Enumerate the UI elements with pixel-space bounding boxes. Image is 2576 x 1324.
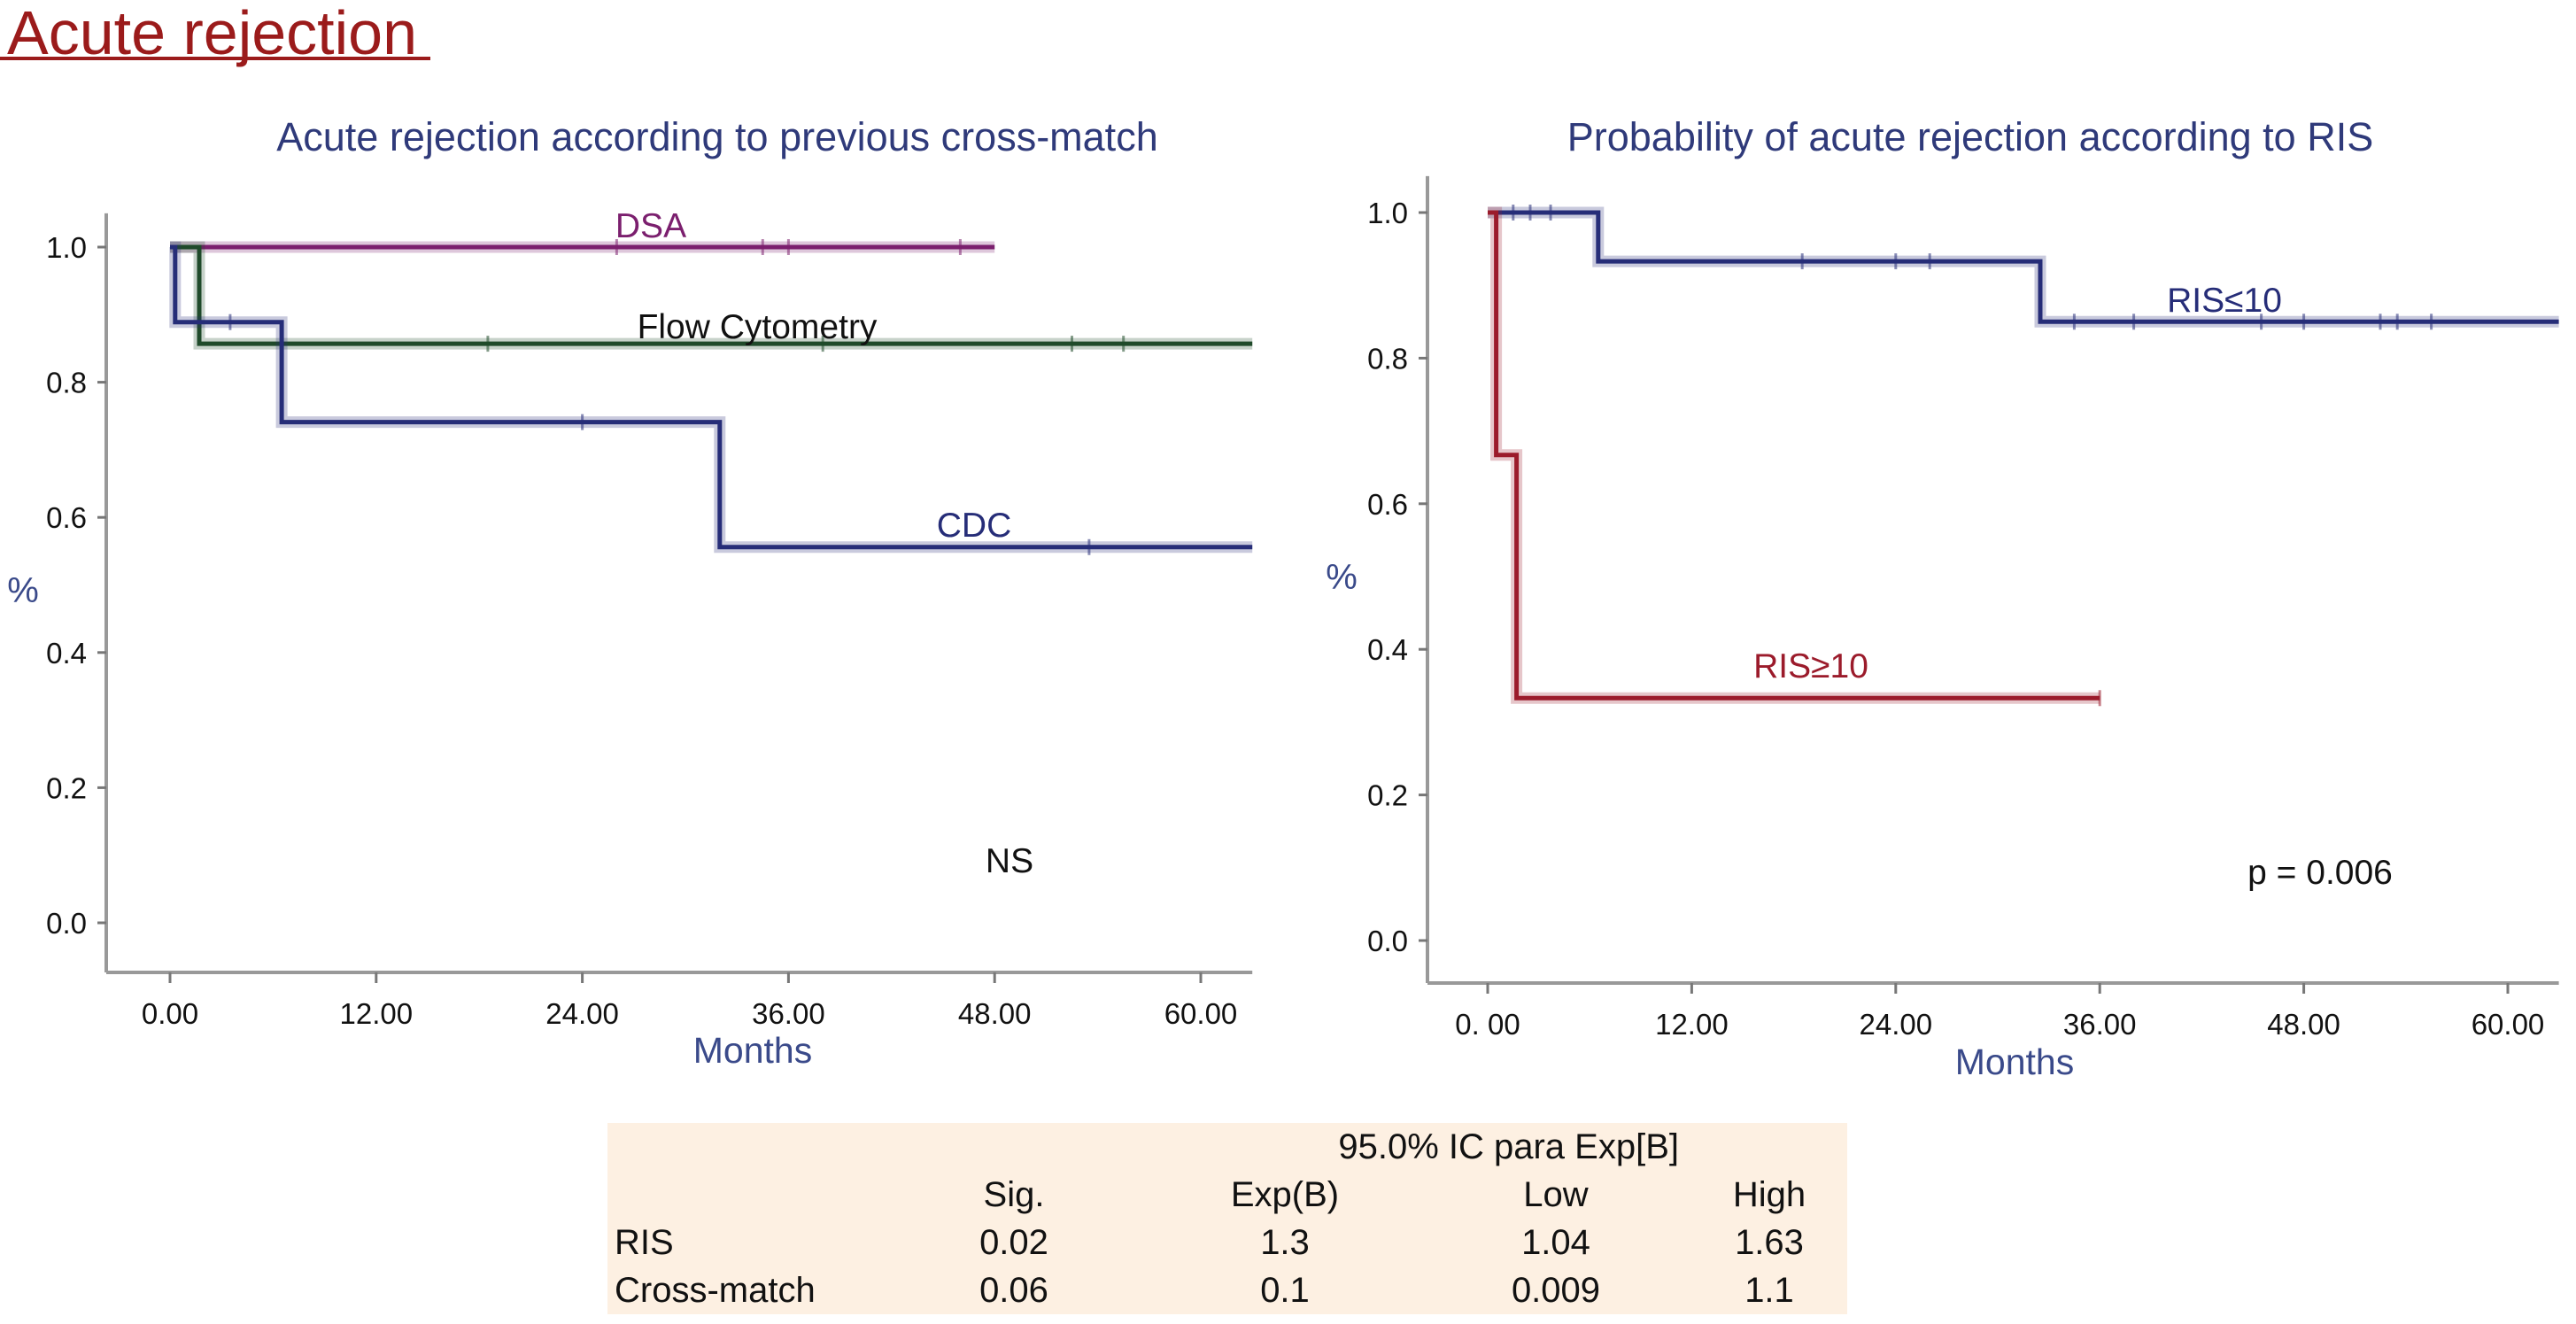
x-tick-label: 0.00 <box>142 997 198 1030</box>
regression-table: 95.0% IC para Exp[B] Sig. Exp(B) Low Hig… <box>607 1123 1847 1314</box>
column-header: Sig. <box>878 1171 1149 1219</box>
y-tick-label: 0.8 <box>1367 342 1408 375</box>
chart-annotation: p = 0.006 <box>2247 854 2393 892</box>
x-tick-label: 36.00 <box>2063 1008 2137 1041</box>
table-cell: 0.02 <box>878 1219 1149 1266</box>
series-label: CDC <box>937 507 1012 545</box>
x-axis-label: Months <box>1955 1041 2074 1082</box>
row-label: Cross-match <box>607 1266 878 1314</box>
table-cell: 1.63 <box>1691 1219 1847 1266</box>
series-halo <box>169 241 1253 554</box>
y-tick-label: 0.2 <box>46 771 87 804</box>
table-cell: 0.1 <box>1149 1266 1420 1314</box>
series-label: Flow Cytometry <box>638 308 878 346</box>
page-title: Acute rejection <box>7 0 418 67</box>
chart-title: Probability of acute rejection according… <box>1567 114 2373 159</box>
column-header: Low <box>1420 1171 1691 1219</box>
x-tick-label: 60.00 <box>2472 1008 2545 1041</box>
y-axis-label: % <box>1326 558 1358 597</box>
column-header <box>607 1171 878 1219</box>
x-tick-label: 48.00 <box>958 997 1032 1030</box>
ci-group-header: 95.0% IC para Exp[B] <box>1149 1123 1847 1171</box>
column-header: Exp(B) <box>1149 1171 1420 1219</box>
y-axis-label: % <box>7 571 39 610</box>
series-line <box>1488 210 2559 324</box>
y-tick-label: 0.4 <box>46 637 87 670</box>
table-cell: 0.06 <box>878 1266 1149 1314</box>
table-row: Cross-match 0.06 0.1 0.009 1.1 <box>607 1266 1847 1314</box>
table-cell: 1.04 <box>1420 1219 1691 1266</box>
y-tick-label: 1.0 <box>1367 197 1408 229</box>
y-tick-label: 0.2 <box>1367 779 1408 812</box>
series-label: RIS≥10 <box>1753 647 1868 685</box>
x-tick-label: 0. 00 <box>1455 1008 1520 1041</box>
x-tick-label: 12.00 <box>1655 1008 1729 1041</box>
table-header-row: Sig. Exp(B) Low High <box>607 1171 1847 1219</box>
table-row: RIS 0.02 1.3 1.04 1.63 <box>607 1219 1847 1266</box>
x-tick-label: 48.00 <box>2267 1008 2340 1041</box>
series-line <box>170 244 1253 346</box>
table-cell: 0.009 <box>1420 1266 1691 1314</box>
series-label: RIS≤10 <box>2167 282 2282 320</box>
y-tick-label: 0.6 <box>46 501 87 534</box>
series-halo <box>1488 206 2559 328</box>
series-line <box>170 244 1253 550</box>
y-tick-label: 0.0 <box>46 907 87 940</box>
chart-title: Acute rejection according to previous cr… <box>276 114 1157 159</box>
x-tick-label: 24.00 <box>545 997 619 1030</box>
title-underline <box>0 57 430 60</box>
series-line <box>1488 210 2100 701</box>
column-header: High <box>1691 1171 1847 1219</box>
chart-annotation: NS <box>986 842 1033 880</box>
y-tick-label: 1.0 <box>46 231 87 264</box>
table-group-header-row: 95.0% IC para Exp[B] <box>607 1123 1847 1171</box>
y-tick-label: 0.6 <box>1367 488 1408 521</box>
x-tick-label: 24.00 <box>1860 1008 1933 1041</box>
series-halo <box>170 241 1253 350</box>
table-cell: 1.3 <box>1149 1219 1420 1266</box>
table-cell: 1.1 <box>1691 1266 1847 1314</box>
y-tick-label: 0.0 <box>1367 925 1408 957</box>
y-tick-label: 0.4 <box>1367 633 1408 666</box>
row-label: RIS <box>607 1219 878 1266</box>
x-tick-label: 60.00 <box>1164 997 1238 1030</box>
y-tick-label: 0.8 <box>46 367 87 399</box>
x-tick-label: 36.00 <box>752 997 825 1030</box>
x-axis-label: Months <box>693 1030 812 1071</box>
series-label: DSA <box>615 207 686 245</box>
x-tick-label: 12.00 <box>340 997 414 1030</box>
series-halo <box>1488 206 2100 704</box>
